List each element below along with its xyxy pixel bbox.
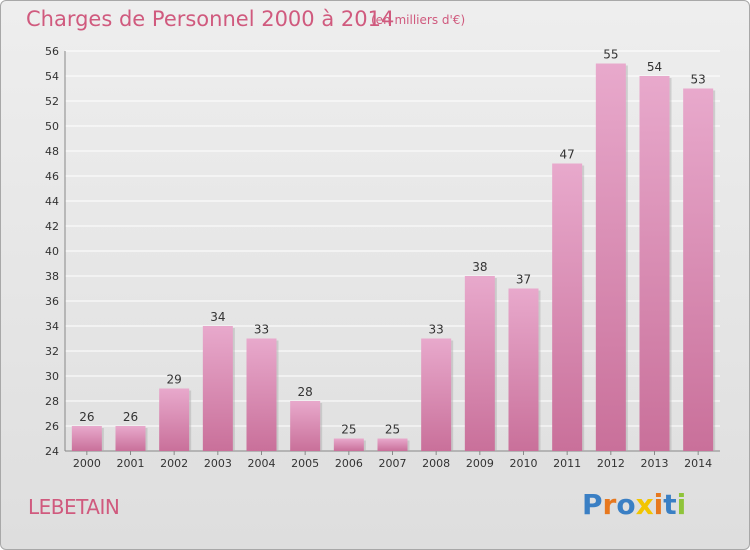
y-tick-label: 38 <box>45 270 59 283</box>
value-label: 26 <box>79 410 94 424</box>
bar-2008 <box>421 338 452 451</box>
x-tick-label: 2001 <box>117 457 145 470</box>
bar-2009 <box>464 276 495 451</box>
y-tick-label: 44 <box>45 195 59 208</box>
value-label: 25 <box>385 423 400 437</box>
y-tick-label: 42 <box>45 220 59 233</box>
value-label: 38 <box>472 260 487 274</box>
x-tick-label: 2002 <box>160 457 188 470</box>
bar-2005 <box>290 401 321 451</box>
y-tick-label: 26 <box>45 420 59 433</box>
bar-2001 <box>115 426 146 451</box>
bar-2000 <box>71 426 102 451</box>
x-tick-label: 2005 <box>291 457 319 470</box>
logo-letter: t <box>663 488 677 521</box>
value-label: 47 <box>560 148 575 162</box>
x-tick-label: 2004 <box>248 457 276 470</box>
bar-2004 <box>246 338 277 451</box>
logo-letter: r <box>602 488 617 521</box>
y-tick-label: 34 <box>45 320 59 333</box>
value-label: 28 <box>298 385 313 399</box>
x-tick-label: 2006 <box>335 457 363 470</box>
y-tick-label: 24 <box>45 445 59 458</box>
x-tick-label: 2009 <box>466 457 494 470</box>
bar-2014 <box>683 88 714 451</box>
value-label: 29 <box>167 373 182 387</box>
chart-title: Charges de Personnel 2000 à 2014 <box>26 7 395 31</box>
location-name: LEBETAIN <box>28 495 120 519</box>
y-tick-label: 30 <box>45 370 59 383</box>
y-tick-label: 54 <box>45 70 59 83</box>
x-tick-label: 2012 <box>597 457 625 470</box>
y-tick-label: 46 <box>45 170 59 183</box>
logo-letter: i <box>676 488 687 521</box>
value-label: 26 <box>123 410 138 424</box>
bar-2013 <box>639 76 670 451</box>
x-tick-label: 2007 <box>379 457 407 470</box>
logo-letter: x <box>635 488 654 521</box>
x-tick-label: 2011 <box>553 457 581 470</box>
logo-letter: P <box>582 488 603 521</box>
logo-letter: i <box>653 488 664 521</box>
value-label: 53 <box>691 73 706 87</box>
x-tick-label: 2013 <box>641 457 669 470</box>
bar-2002 <box>159 388 190 451</box>
value-label: 54 <box>647 60 662 74</box>
bar-2012 <box>595 63 626 451</box>
x-tick-label: 2000 <box>73 457 101 470</box>
value-label: 37 <box>516 273 531 287</box>
bar-2010 <box>508 288 539 451</box>
chart-subtitle: (en milliers d'€) <box>371 13 466 27</box>
x-tick-label: 2008 <box>422 457 450 470</box>
labels: 24 26 28 30 32 34 36 38 40 42 44 46 48 50 52 54 56 26 2000… <box>45 45 712 470</box>
y-tick-label: 50 <box>45 120 59 133</box>
bar-2003 <box>202 326 233 451</box>
value-label: 25 <box>341 423 356 437</box>
bar-2007 <box>377 438 408 451</box>
bar-2006 <box>333 438 364 451</box>
y-tick-label: 48 <box>45 145 59 158</box>
value-label: 33 <box>254 323 269 337</box>
proxiti-logo: Proxiti <box>582 488 686 521</box>
bar-2011 <box>552 163 583 451</box>
value-label: 33 <box>429 323 444 337</box>
value-label: 34 <box>210 310 225 324</box>
y-tick-label: 56 <box>45 45 59 58</box>
y-tick-label: 36 <box>45 295 59 308</box>
x-tick-label: 2003 <box>204 457 232 470</box>
y-tick-label: 52 <box>45 95 59 108</box>
y-tick-label: 32 <box>45 345 59 358</box>
value-label: 55 <box>603 48 618 62</box>
x-tick-label: 2014 <box>684 457 712 470</box>
y-tick-label: 40 <box>45 245 59 258</box>
x-tick-label: 2010 <box>510 457 538 470</box>
bars <box>71 63 716 451</box>
logo-letter: o <box>616 488 636 521</box>
y-tick-label: 28 <box>45 395 59 408</box>
